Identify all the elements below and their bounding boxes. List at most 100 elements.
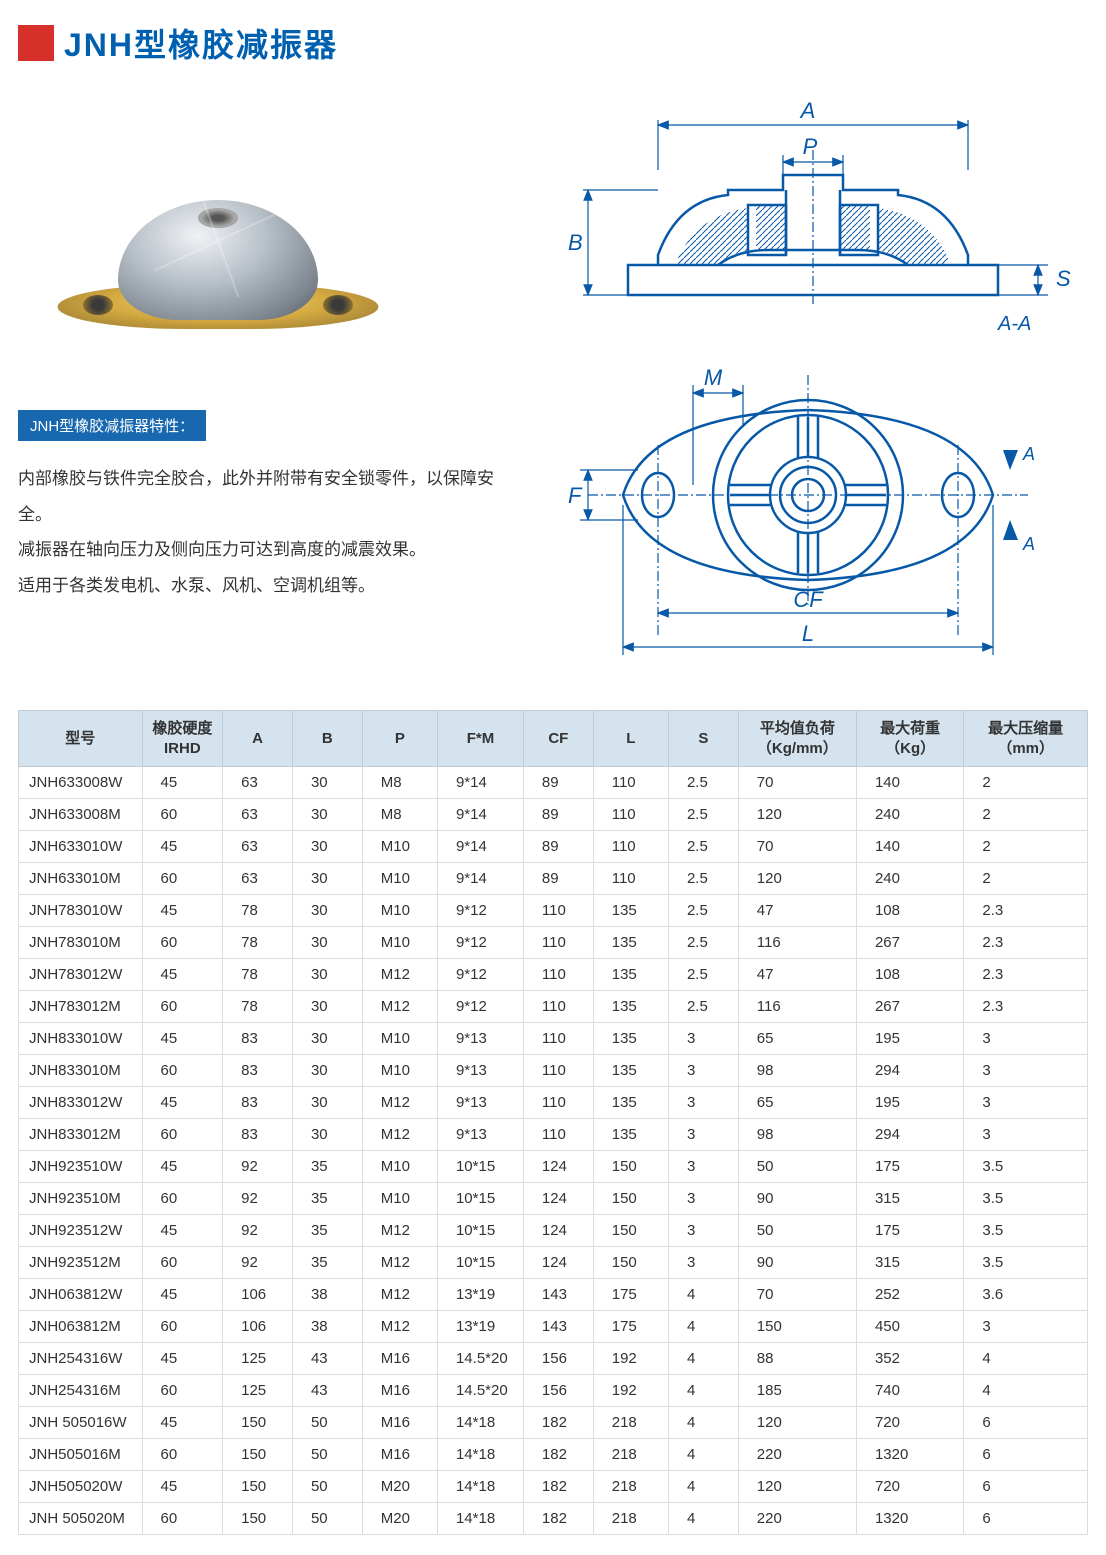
table-cell: 185: [738, 1375, 856, 1407]
table-cell: 135: [593, 991, 668, 1023]
table-cell: 6: [964, 1439, 1088, 1471]
table-row: JNH783010M607830M109*121101352.51162672.…: [19, 927, 1088, 959]
table-cell: JNH063812W: [19, 1279, 143, 1311]
table-row: JNH783010W457830M109*121101352.5471082.3: [19, 895, 1088, 927]
table-cell: 120: [738, 799, 856, 831]
table-cell: 43: [292, 1375, 362, 1407]
table-cell: 240: [856, 799, 963, 831]
table-row: JNH633008W456330M89*14891102.5701402: [19, 767, 1088, 799]
table-cell: 2.5: [668, 959, 738, 991]
table-cell: 116: [738, 927, 856, 959]
table-cell: 9*13: [437, 1055, 523, 1087]
table-cell: 30: [292, 863, 362, 895]
table-cell: 45: [142, 959, 223, 991]
table-cell: 220: [738, 1439, 856, 1471]
svg-text:S: S: [1056, 266, 1071, 291]
svg-text:B: B: [568, 230, 583, 255]
table-cell: 120: [738, 1471, 856, 1503]
table-cell: 9*13: [437, 1087, 523, 1119]
svg-text:A: A: [1022, 444, 1035, 464]
table-cell: 9*14: [437, 767, 523, 799]
table-row: JNH783012W457830M129*121101352.5471082.3: [19, 959, 1088, 991]
table-cell: 60: [142, 1439, 223, 1471]
table-cell: 60: [142, 1055, 223, 1087]
table-row: JNH633010M606330M109*14891102.51202402: [19, 863, 1088, 895]
table-cell: 2.5: [668, 991, 738, 1023]
table-cell: M12: [362, 991, 437, 1023]
table-cell: 150: [223, 1407, 293, 1439]
top-section: JNH型橡胶减振器特性： 内部橡胶与铁件完全胶合，此外并附带有安全锁零件，以保障…: [18, 90, 1088, 680]
svg-text:CF: CF: [793, 587, 824, 612]
table-cell: 30: [292, 831, 362, 863]
table-cell: 106: [223, 1279, 293, 1311]
table-cell: 150: [223, 1503, 293, 1535]
table-cell: 63: [223, 831, 293, 863]
table-cell: M12: [362, 1247, 437, 1279]
table-cell: M12: [362, 1311, 437, 1343]
svg-text:P: P: [803, 134, 818, 159]
table-cell: 6: [964, 1407, 1088, 1439]
table-cell: 4: [668, 1375, 738, 1407]
table-cell: M12: [362, 1119, 437, 1151]
table-cell: 6: [964, 1471, 1088, 1503]
table-cell: 110: [523, 959, 593, 991]
table-cell: 30: [292, 991, 362, 1023]
table-row: JNH833010M608330M109*131101353982943: [19, 1055, 1088, 1087]
table-cell: 63: [223, 799, 293, 831]
table-cell: 124: [523, 1247, 593, 1279]
table-cell: 9*12: [437, 895, 523, 927]
table-cell: 60: [142, 1183, 223, 1215]
table-cell: 45: [142, 1343, 223, 1375]
table-cell: 156: [523, 1343, 593, 1375]
table-cell: 120: [738, 863, 856, 895]
table-cell: 143: [523, 1311, 593, 1343]
table-cell: 45: [142, 1151, 223, 1183]
table-cell: 156: [523, 1375, 593, 1407]
table-cell: M10: [362, 831, 437, 863]
table-header-cell: CF: [523, 711, 593, 767]
table-cell: JNH633010M: [19, 863, 143, 895]
left-column: JNH型橡胶减振器特性： 内部橡胶与铁件完全胶合，此外并附带有安全锁零件，以保障…: [18, 90, 508, 680]
table-cell: 110: [593, 863, 668, 895]
table-cell: 2.5: [668, 927, 738, 959]
table-cell: M20: [362, 1471, 437, 1503]
table-cell: 14*18: [437, 1471, 523, 1503]
table-cell: JNH633008M: [19, 799, 143, 831]
table-cell: 182: [523, 1471, 593, 1503]
table-header-cell: F*M: [437, 711, 523, 767]
table-cell: M10: [362, 1023, 437, 1055]
table-cell: 9*13: [437, 1119, 523, 1151]
table-cell: 63: [223, 863, 293, 895]
table-cell: M16: [362, 1439, 437, 1471]
table-cell: 92: [223, 1247, 293, 1279]
table-cell: 50: [292, 1439, 362, 1471]
table-cell: 45: [142, 1215, 223, 1247]
table-cell: 3: [964, 1119, 1088, 1151]
table-cell: 3: [668, 1023, 738, 1055]
table-cell: 2: [964, 767, 1088, 799]
table-cell: 60: [142, 1503, 223, 1535]
table-cell: 70: [738, 767, 856, 799]
table-cell: 30: [292, 1119, 362, 1151]
table-cell: 9*14: [437, 863, 523, 895]
table-row: JNH783012M607830M129*121101352.51162672.…: [19, 991, 1088, 1023]
table-cell: 83: [223, 1055, 293, 1087]
table-cell: 125: [223, 1375, 293, 1407]
table-cell: 110: [593, 799, 668, 831]
table-cell: 30: [292, 927, 362, 959]
table-cell: 14*18: [437, 1503, 523, 1535]
table-cell: M12: [362, 1215, 437, 1247]
table-cell: 30: [292, 767, 362, 799]
table-cell: 195: [856, 1087, 963, 1119]
table-cell: JNH063812M: [19, 1311, 143, 1343]
table-cell: JNH254316W: [19, 1343, 143, 1375]
description: 内部橡胶与铁件完全胶合，此外并附带有安全锁零件，以保障安全。 减振器在轴向压力及…: [18, 461, 508, 604]
table-cell: 35: [292, 1183, 362, 1215]
table-cell: 124: [523, 1215, 593, 1247]
table-cell: 135: [593, 1055, 668, 1087]
table-cell: JNH633010W: [19, 831, 143, 863]
table-cell: M10: [362, 1183, 437, 1215]
table-cell: 2.5: [668, 799, 738, 831]
table-cell: 2: [964, 863, 1088, 895]
table-cell: 83: [223, 1119, 293, 1151]
